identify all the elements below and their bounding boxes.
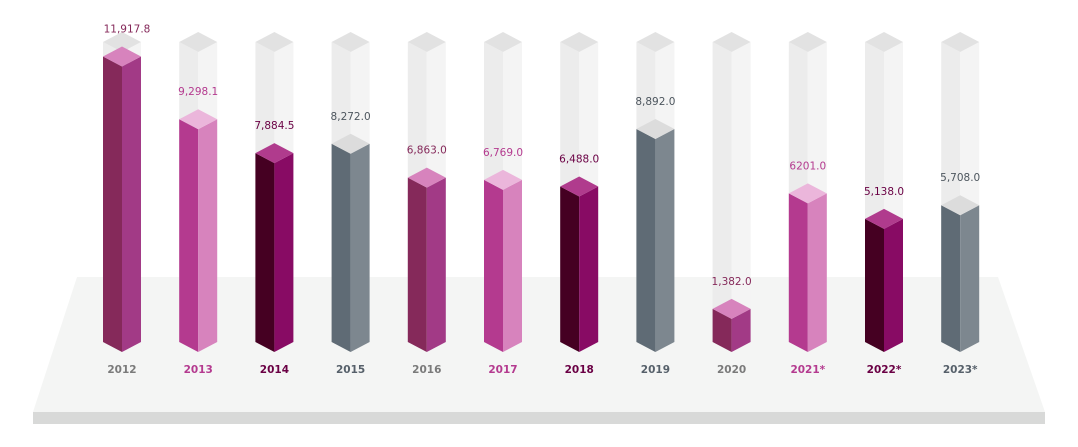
bar-background-top-face xyxy=(560,32,599,52)
bar-right-face xyxy=(503,179,522,352)
value-label: 9,298.1 xyxy=(178,86,218,98)
floor-edge xyxy=(33,412,1045,424)
year-label: 2013 xyxy=(184,364,213,376)
bar-right-face xyxy=(960,205,980,352)
bar-right-face xyxy=(122,56,141,352)
bar-right-face xyxy=(274,153,294,352)
bar-left-face xyxy=(712,308,732,352)
bar-top-face xyxy=(941,195,980,216)
bar-background xyxy=(712,32,751,352)
year-label: 2019 xyxy=(641,364,670,376)
bar-background-top-face xyxy=(865,32,903,52)
value-label: 6,488.0 xyxy=(559,154,599,166)
value-label: 8,892.0 xyxy=(635,96,675,108)
bar-left-face xyxy=(865,218,884,352)
bar-2014 xyxy=(255,143,294,352)
bar-left-face xyxy=(560,186,580,352)
bar-top-face xyxy=(788,183,827,204)
value-label: 5,708.0 xyxy=(940,172,980,184)
bar-top-face xyxy=(636,118,675,139)
bar-top-face xyxy=(331,133,370,154)
bar-left-face xyxy=(636,128,656,352)
year-label: 2022* xyxy=(867,364,902,376)
value-label: 11,917.8 xyxy=(104,23,151,35)
bar-background-top-face xyxy=(712,32,751,52)
bar-background-top-face xyxy=(636,32,675,52)
bar-top-face xyxy=(712,298,751,319)
bar-background-top-face xyxy=(407,32,446,52)
bar-top-face xyxy=(865,208,903,229)
value-labels: 11,917.8 9,298.1 7,884.5 8,272.0 6,863.0 6,76… xyxy=(104,23,981,287)
bar-top-face xyxy=(407,167,446,188)
bar-2013 xyxy=(179,109,218,352)
bar-2018 xyxy=(560,176,599,352)
bar-right-face xyxy=(198,119,218,352)
year-label: 2023* xyxy=(943,364,978,376)
bar-top-face xyxy=(179,109,218,130)
bar-top-face xyxy=(560,176,599,197)
bar-top-face xyxy=(255,143,294,164)
bar-left-face xyxy=(179,119,199,352)
year-label: 2016 xyxy=(412,364,441,376)
year-label: 2014 xyxy=(260,364,289,376)
bar-left-face xyxy=(788,193,808,352)
bar-2021* xyxy=(788,183,827,352)
bar-background-top-face xyxy=(103,32,141,52)
bar-2015 xyxy=(331,133,370,352)
bar-top-face xyxy=(484,169,522,190)
bar-left-face xyxy=(103,56,122,352)
year-label: 2021* xyxy=(790,364,825,376)
bar-left-face xyxy=(941,205,961,352)
bar-right-face xyxy=(655,128,675,352)
value-label: 6,769.0 xyxy=(483,147,523,159)
value-label: 8,272.0 xyxy=(331,111,371,123)
value-label: 6,863.0 xyxy=(407,145,447,157)
bar-right-face xyxy=(884,218,903,352)
year-label: 2018 xyxy=(565,364,594,376)
bar-background-top-face xyxy=(255,32,294,52)
bar-background-top-face xyxy=(179,32,218,52)
bar-2020 xyxy=(712,298,751,352)
bar-2022* xyxy=(865,208,903,352)
value-label: 5,138.0 xyxy=(864,186,904,198)
bar-2023* xyxy=(941,195,980,352)
bar-left-face xyxy=(484,179,503,352)
bar-right-face xyxy=(807,193,827,352)
year-label: 2015 xyxy=(336,364,365,376)
year-labels: 2012 2013 2014 2015 2016 2017 2018 2019 2020 2021… xyxy=(107,364,978,376)
bar-right-face xyxy=(579,186,599,352)
bar-2017 xyxy=(484,169,522,352)
value-label: 6201.0 xyxy=(789,160,826,172)
bars xyxy=(103,32,980,352)
value-label: 1,382.0 xyxy=(712,276,752,288)
bar-left-face xyxy=(255,153,275,352)
bar-right-face xyxy=(350,143,370,352)
bar-left-face xyxy=(331,143,351,352)
year-label: 2017 xyxy=(488,364,517,376)
bar-background-top-face xyxy=(788,32,827,52)
bar-right-face xyxy=(426,177,446,352)
bar-top-face xyxy=(103,46,141,67)
bar-background-right-face xyxy=(731,42,751,352)
year-label: 2020 xyxy=(717,364,746,376)
bar-2012 xyxy=(103,46,141,352)
bar-background-left-face xyxy=(712,42,732,352)
bar-background-top-face xyxy=(331,32,370,52)
bar-left-face xyxy=(407,177,427,352)
bar-background-top-face xyxy=(484,32,522,52)
bar-2016 xyxy=(407,167,446,352)
bar-2019 xyxy=(636,118,675,352)
bar-background-top-face xyxy=(941,32,980,52)
year-label: 2012 xyxy=(107,364,136,376)
value-label: 7,884.5 xyxy=(254,120,294,132)
bar-right-face xyxy=(731,308,751,352)
